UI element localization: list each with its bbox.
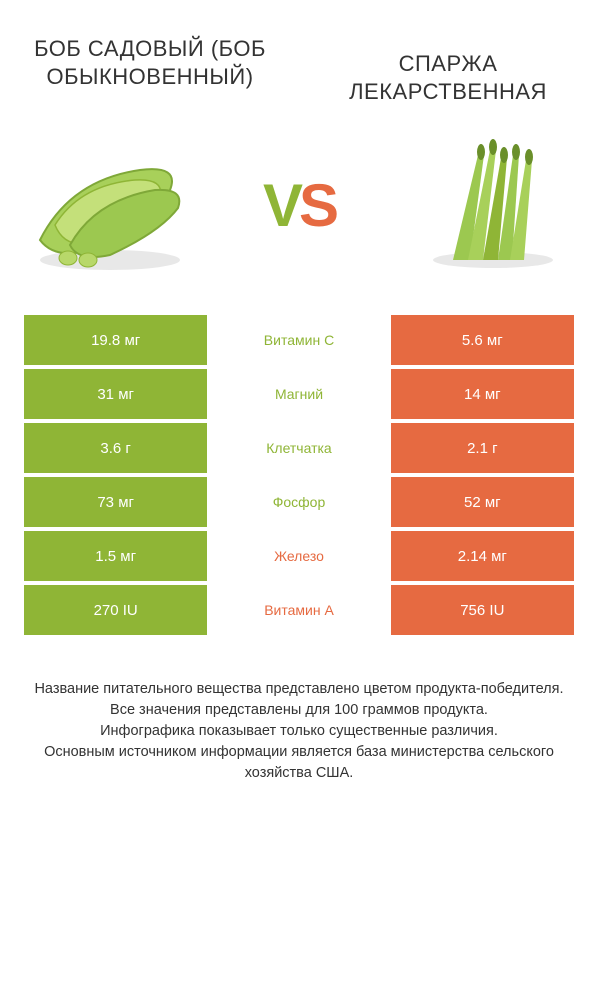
cell-left: 73 мг bbox=[24, 477, 207, 527]
cell-left: 3.6 г bbox=[24, 423, 207, 473]
cell-right: 5.6 мг bbox=[391, 315, 574, 365]
vs-s: S bbox=[299, 172, 335, 239]
footer-text: Название питательного вещества представл… bbox=[0, 639, 598, 784]
cell-label: Клетчатка bbox=[207, 423, 390, 473]
cell-left: 270 IU bbox=[24, 585, 207, 635]
title-right: СПАРЖА ЛЕКАРСТВЕННАЯ bbox=[308, 50, 578, 105]
cell-left: 1.5 мг bbox=[24, 531, 207, 581]
cell-right: 756 IU bbox=[391, 585, 574, 635]
cell-left: 19.8 мг bbox=[24, 315, 207, 365]
table-row: 19.8 мгВитамин C5.6 мг bbox=[24, 315, 574, 365]
footer-line-2: Все значения представлены для 100 граммо… bbox=[25, 700, 573, 721]
table-row: 3.6 гКлетчатка2.1 г bbox=[24, 423, 574, 473]
cell-label: Витамин A bbox=[207, 585, 390, 635]
footer-line-1: Название питательного вещества представл… bbox=[25, 679, 573, 700]
vs-v: V bbox=[263, 172, 299, 239]
table-row: 31 мгМагний14 мг bbox=[24, 369, 574, 419]
header: БОБ САДОВЫЙ (БОБ ОБЫКНОВЕННЫЙ) СПАРЖА ЛЕ… bbox=[0, 0, 598, 115]
asparagus-image bbox=[398, 130, 578, 280]
cell-label: Фосфор bbox=[207, 477, 390, 527]
table-row: 73 мгФосфор52 мг bbox=[24, 477, 574, 527]
vs-label: VS bbox=[263, 171, 335, 240]
table-row: 270 IUВитамин A756 IU bbox=[24, 585, 574, 635]
cell-left: 31 мг bbox=[24, 369, 207, 419]
footer-line-3: Инфографика показывает только существенн… bbox=[25, 721, 573, 742]
cell-right: 2.1 г bbox=[391, 423, 574, 473]
title-left: БОБ САДОВЫЙ (БОБ ОБЫКНОВЕННЫЙ) bbox=[20, 35, 290, 90]
cell-label: Витамин C bbox=[207, 315, 390, 365]
cell-right: 52 мг bbox=[391, 477, 574, 527]
table-row: 1.5 мгЖелезо2.14 мг bbox=[24, 531, 574, 581]
images-row: VS bbox=[0, 115, 598, 315]
cell-right: 2.14 мг bbox=[391, 531, 574, 581]
footer-line-4: Основным источником информации является … bbox=[25, 742, 573, 784]
beans-image bbox=[20, 130, 200, 280]
cell-label: Магний bbox=[207, 369, 390, 419]
cell-label: Железо bbox=[207, 531, 390, 581]
comparison-table: 19.8 мгВитамин C5.6 мг31 мгМагний14 мг3.… bbox=[0, 315, 598, 635]
cell-right: 14 мг bbox=[391, 369, 574, 419]
